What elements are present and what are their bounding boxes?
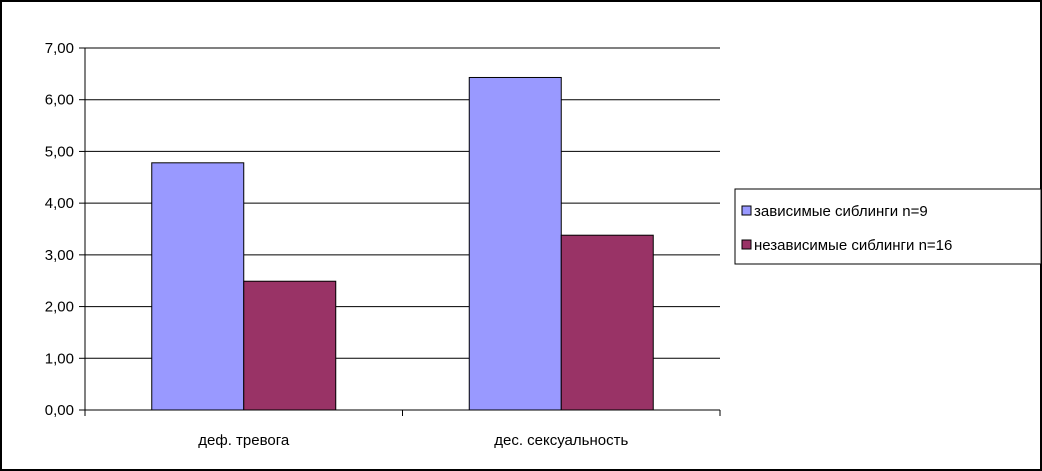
y-tick-label: 0,00 bbox=[45, 402, 74, 419]
bar-2-1 bbox=[243, 280, 337, 411]
legend-box bbox=[734, 188, 1042, 265]
x-category-label: дес. сексуальность bbox=[494, 432, 628, 449]
axes bbox=[84, 48, 721, 416]
legend-label-2: независимые сиблинги n=16 bbox=[754, 237, 952, 254]
y-tick-label: 1,00 bbox=[45, 350, 74, 367]
legend-swatch-1 bbox=[741, 205, 752, 216]
bars bbox=[151, 76, 654, 411]
bar-1-1 bbox=[151, 162, 245, 411]
y-tick-label: 2,00 bbox=[45, 299, 74, 316]
y-tick-label: 6,00 bbox=[45, 92, 74, 109]
x-axis-labels: деф. тревога дес. сексуальность bbox=[198, 432, 628, 449]
bar-1-2 bbox=[468, 76, 562, 411]
legend: зависимые сиблинги n=9 независимые сибли… bbox=[734, 188, 1042, 265]
x-category-label: деф. тревога bbox=[198, 432, 290, 449]
bar-2-2 bbox=[560, 234, 654, 411]
legend-swatch-2 bbox=[741, 239, 752, 250]
y-tick-label: 7,00 bbox=[45, 40, 74, 57]
y-axis-ticks: 0,00 1,00 2,00 3,00 4,00 5,00 6,00 7,00 bbox=[45, 40, 85, 419]
y-tick-label: 5,00 bbox=[45, 143, 74, 160]
y-tick-label: 3,00 bbox=[45, 247, 74, 264]
legend-label-1: зависимые сиблинги n=9 bbox=[754, 203, 928, 220]
y-tick-label: 4,00 bbox=[45, 195, 74, 212]
